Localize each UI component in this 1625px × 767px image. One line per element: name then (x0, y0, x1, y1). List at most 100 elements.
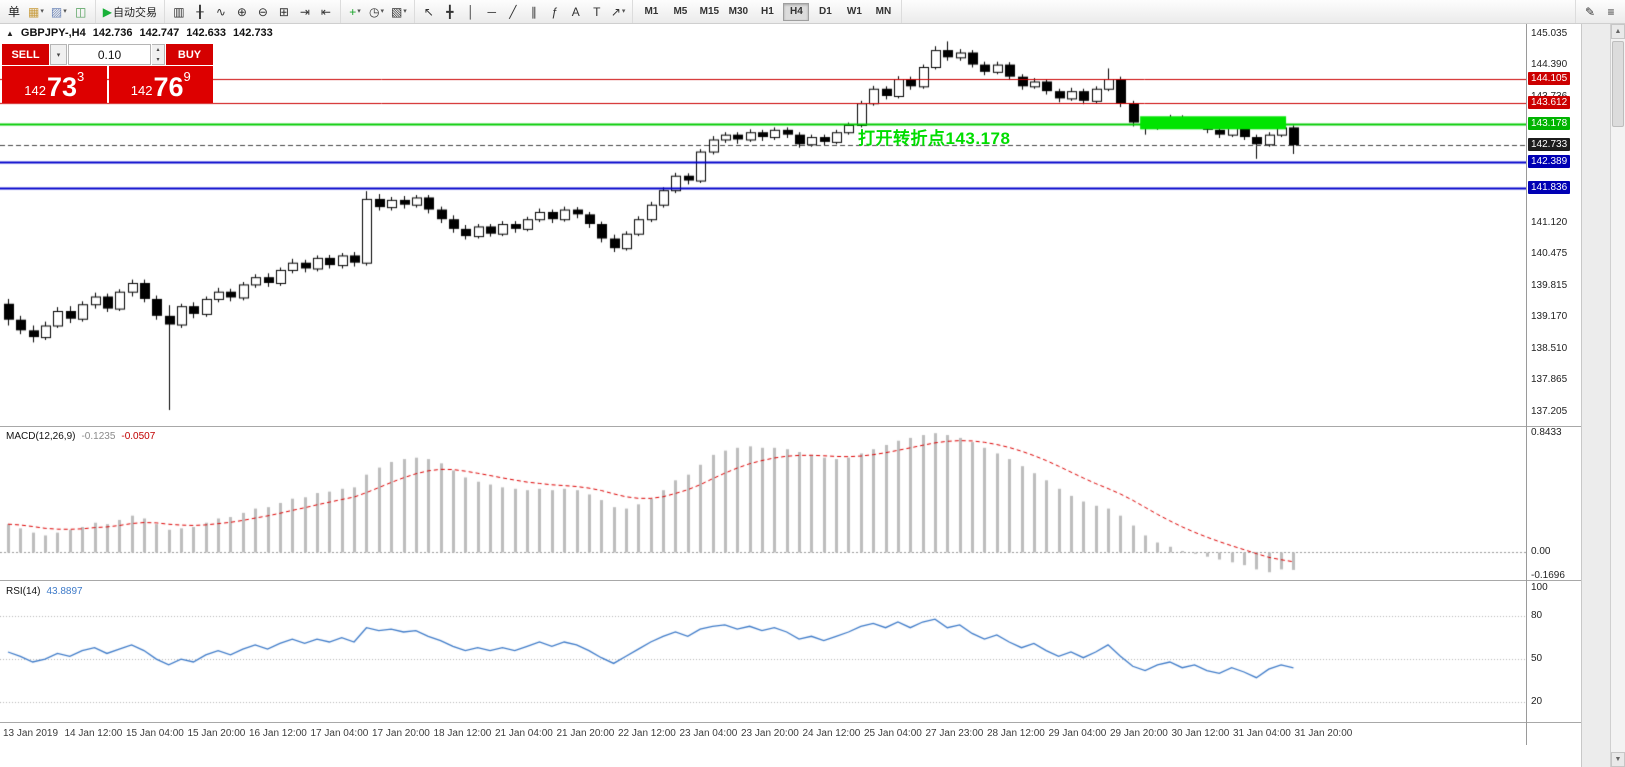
time-label: 23 Jan 04:00 (679, 728, 738, 739)
horizontal-line-icon[interactable]: ─ (487, 4, 497, 19)
pane-divider-main-macd[interactable] (0, 426, 1581, 427)
price-tick: 139.815 (1531, 280, 1568, 292)
line-chart-icon[interactable]: ∿ (215, 4, 226, 19)
timeframe-m15[interactable]: M15 (699, 6, 720, 17)
lot-dropdown-button[interactable]: ▾ (50, 44, 67, 65)
timeframe-d1[interactable]: D1 (818, 6, 832, 17)
macd-tick: 0.00 (1531, 546, 1551, 558)
sell-button[interactable]: SELL (2, 44, 49, 65)
text-icon[interactable]: A (571, 4, 580, 19)
sell-price-prefix: 142 (24, 83, 46, 98)
autoscroll-icon[interactable]: ⇥ (299, 4, 310, 19)
market-watch-icon[interactable]: ◫ (75, 4, 87, 19)
time-label: 29 Jan 20:00 (1110, 728, 1168, 739)
autotrading-button[interactable]: ▶ 自动交易 (102, 4, 157, 19)
new-chart-icon[interactable]: ▦ ▾ (28, 4, 44, 19)
price-tick: 140.475 (1531, 248, 1568, 260)
bar-chart-icon[interactable]: ▥ (173, 4, 185, 19)
price-chart-canvas[interactable] (0, 24, 1526, 722)
crosshair-icon[interactable]: ╋ (446, 4, 454, 19)
trendline-icon[interactable]: ╱ (509, 4, 517, 19)
scrollbar-thumb[interactable] (1612, 41, 1624, 127)
price-level-badge: 142.389 (1528, 154, 1571, 168)
macd-value: -0.1235 (81, 431, 116, 442)
sell-price-sup: 3 (77, 69, 85, 84)
timeframe-h1[interactable]: H1 (760, 6, 774, 17)
profiles-icon[interactable]: ▨ ▾ (50, 4, 67, 19)
lot-increment-button[interactable]: ▴ (152, 45, 164, 55)
toolbar-group-4: ↖ ╋ │ ─ ╱ ∥ ƒ A T ↗ ▾ (415, 0, 634, 23)
one-click-trading-panel: SELL ▾ 0.10 ▴ ▾ BUY 142 73 3 142 76 9 (2, 44, 213, 103)
timeframe-mn[interactable]: MN (875, 6, 892, 17)
toolbar-group-0: 单 ▦ ▾ ▨ ▾ ◫ (0, 0, 96, 23)
channel-icon[interactable]: ∥ (530, 4, 537, 19)
timeframe-m1[interactable]: M1 (644, 6, 659, 17)
vertical-scrollbar[interactable]: ▲ ▼ (1610, 24, 1625, 767)
sell-price-display[interactable]: 142 73 3 (2, 66, 107, 103)
symbol-low: 142.633 (186, 27, 227, 39)
main-toolbar: 单 ▦ ▾ ▨ ▾ ◫ ▶ 自动交易 ▥ ╂ ∿ ⊕ ⊖ ⊞ ⇥ ⇤ + ▾ ◷ ▾ ▧ ▾ ↖ ╋ │ ─ ╱ ∥ ƒ A T ↗ ▾ M1 M5… (0, 0, 1625, 24)
periods-icon[interactable]: ◷ ▾ (368, 4, 384, 19)
lot-size-input[interactable]: 0.10 (68, 44, 151, 65)
symbol-high: 142.747 (139, 27, 180, 39)
price-level-badge: 142.733 (1528, 138, 1571, 152)
arrows-icon[interactable]: ↗ ▾ (610, 4, 626, 19)
buy-price-big: 76 (153, 72, 184, 103)
indicators-icon[interactable]: + ▾ (349, 4, 361, 19)
rsi-tick: 20 (1531, 696, 1543, 707)
time-label: 15 Jan 04:00 (126, 728, 184, 739)
rsi-title: RSI(14) (6, 586, 41, 597)
pane-divider-macd-rsi[interactable] (0, 580, 1581, 581)
buy-price-display[interactable]: 142 76 9 (108, 66, 213, 103)
candlestick-chart-icon[interactable]: ╂ (196, 4, 204, 19)
macd-tick: 0.8433 (1531, 427, 1562, 439)
price-level-badge: 144.105 (1528, 71, 1571, 85)
rsi-label: RSI(14) 43.8897 (6, 586, 83, 597)
new-order-button[interactable]: 单 (7, 4, 20, 19)
toolbar-right-group: ✎ ≡ (1575, 0, 1625, 23)
edit-icon[interactable]: ✎ (1584, 4, 1596, 19)
scroll-up-button[interactable]: ▲ (1611, 24, 1625, 39)
price-tick: 138.510 (1531, 343, 1568, 355)
macd-title: MACD(12,26,9) (6, 431, 76, 442)
timeframe-h4[interactable]: H4 (783, 2, 810, 21)
tile-windows-icon[interactable]: ⊞ (278, 4, 289, 19)
vertical-line-icon[interactable]: │ (467, 4, 475, 19)
cursor-icon[interactable]: ↖ (423, 4, 434, 19)
fibonacci-icon[interactable]: ƒ (551, 4, 559, 19)
time-label: 18 Jan 12:00 (433, 728, 492, 739)
price-tick: 144.390 (1531, 59, 1568, 71)
time-label: 21 Jan 04:00 (495, 728, 553, 739)
toolbar-group-3: + ▾ ◷ ▾ ▧ ▾ (341, 0, 415, 23)
scroll-down-button[interactable]: ▼ (1611, 752, 1625, 767)
price-level-badge: 143.612 (1528, 95, 1571, 109)
symbol-title: GBPJPY-,H4 (20, 27, 86, 39)
buy-price-prefix: 142 (130, 83, 153, 98)
label-icon[interactable]: T (593, 4, 601, 19)
time-label: 17 Jan 04:00 (310, 728, 369, 739)
time-label: 16 Jan 12:00 (249, 728, 307, 739)
chart-shift-icon[interactable]: ⇤ (320, 4, 331, 19)
zoom-out-icon[interactable]: ⊖ (257, 4, 268, 19)
buy-price-sup: 9 (183, 69, 191, 84)
menu-icon[interactable]: ≡ (1607, 4, 1615, 19)
lot-stepper[interactable]: ▴ ▾ (152, 44, 165, 65)
rsi-tick: 100 (1531, 581, 1548, 593)
time-label: 31 Jan 20:00 (1294, 728, 1353, 739)
rsi-tick: 50 (1531, 653, 1543, 665)
time-label: 30 Jan 12:00 (1171, 728, 1230, 739)
lot-decrement-button[interactable]: ▾ (152, 54, 164, 64)
timeframe-w1[interactable]: W1 (846, 6, 862, 17)
timeframe-m5[interactable]: M5 (673, 6, 688, 17)
rsi-tick: 80 (1531, 610, 1543, 622)
timeframe-group: M1 M5 M15 M30 H1 H4 D1 W1 MN (633, 0, 903, 23)
zoom-in-icon[interactable]: ⊕ (236, 4, 247, 19)
macd-label: MACD(12,26,9) -0.1235 -0.0507 (6, 431, 155, 442)
price-tick: 137.865 (1531, 374, 1568, 386)
price-tick: 141.120 (1531, 217, 1568, 229)
time-label: 22 Jan 12:00 (618, 728, 676, 739)
timeframe-m30[interactable]: M30 (728, 6, 749, 17)
templates-icon[interactable]: ▧ ▾ (390, 4, 407, 19)
buy-button[interactable]: BUY (166, 44, 213, 65)
